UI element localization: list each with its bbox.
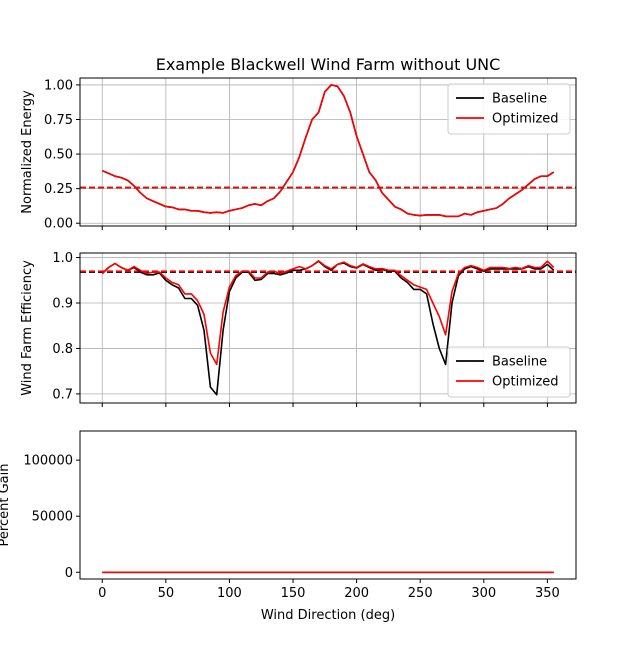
panel-1: 0.00 0.25 0.50 0.75 1.00 Normalized Energy Bas…	[20, 77, 577, 232]
series-line-baseline	[101, 260, 555, 396]
y-tick-label: 0.9	[52, 297, 73, 312]
panel-2: 0.7 0.8 0.9 1.0 Wind Farm Efficiency Baseline…	[20, 251, 577, 407]
plot-area	[80, 84, 576, 218]
axes-frame	[79, 430, 577, 580]
y-tick-label: 0.75	[44, 113, 73, 128]
x-tick-label: 350	[535, 586, 560, 601]
y-tick-label: 1.0	[52, 251, 73, 266]
y-axis-label: Wind Farm Efficiency	[20, 260, 35, 396]
y-tick-label: 0.8	[52, 342, 73, 357]
series-line-optimized	[101, 84, 555, 218]
y-tick-label: 1.00	[44, 78, 73, 93]
y-axis-label: Normalized Energy	[20, 90, 35, 214]
axes-frame	[79, 77, 577, 227]
legend-box	[447, 346, 571, 398]
plot-area	[80, 259, 576, 396]
y-axis-label: Percent Gain	[0, 464, 12, 547]
x-tick-label: 0	[98, 586, 106, 601]
legend-label-baseline: Baseline	[492, 92, 547, 107]
legend-label-optimized: Optimized	[492, 375, 559, 390]
x-tick-label: 150	[281, 586, 306, 601]
y-tick-label: 0.50	[44, 148, 73, 163]
x-axis-label: Wind Direction (deg)	[261, 608, 395, 623]
y-tick-label: 0.00	[44, 217, 73, 232]
y-tick-label: 0	[65, 566, 73, 581]
legend-label-baseline: Baseline	[492, 355, 547, 370]
x-tick-label: 200	[344, 586, 369, 601]
x-tick-label: 300	[471, 586, 496, 601]
y-tick-label: 50000	[32, 510, 73, 525]
y-tick-label: 100000	[23, 454, 73, 469]
y-tick-label: 0.7	[52, 387, 73, 402]
x-tick-label: 100	[217, 586, 242, 601]
panel-3: 0 50 100 150 200 250 300 350 0 50000 100000 Percent…	[0, 430, 577, 601]
x-tick-label: 250	[408, 586, 433, 601]
x-tick-label: 50	[158, 586, 175, 601]
legend: Baseline Optimized	[447, 346, 571, 398]
series-line-optimized	[101, 259, 555, 366]
axes-frame	[79, 252, 577, 404]
y-tick-label: 0.25	[44, 182, 73, 197]
legend-box	[447, 83, 571, 135]
chart-title: Example Blackwell Wind Farm without UNC	[156, 55, 501, 74]
legend-label-optimized: Optimized	[492, 112, 559, 127]
legend: Baseline Optimized	[447, 83, 571, 135]
